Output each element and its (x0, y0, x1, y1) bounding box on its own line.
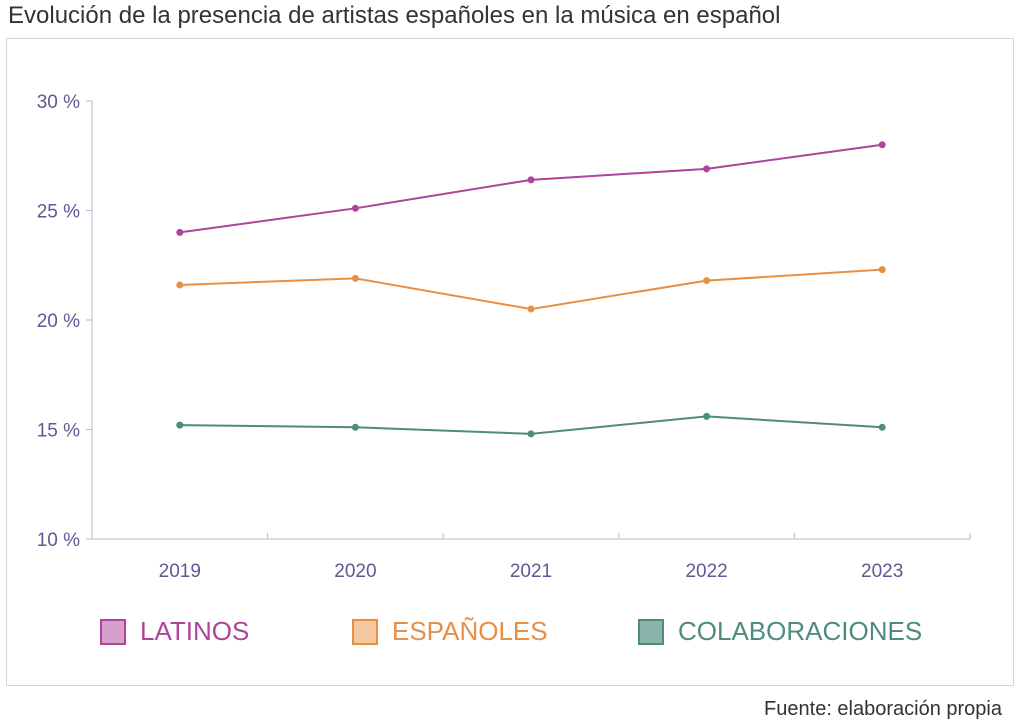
x-axis-ticks: 2019 2020 2021 2022 2023 (159, 533, 971, 582)
y-axis-ticks: 10 % 15 % 20 % 25 % 30 % (37, 92, 92, 551)
x-tick-label: 2023 (861, 561, 903, 582)
data-point-espanoles (527, 305, 535, 313)
legend-item-colaboraciones: COLABORACIONES (638, 616, 922, 647)
data-point-latinos (878, 141, 886, 149)
legend-label: COLABORACIONES (678, 616, 923, 646)
data-point-espanoles (703, 277, 711, 285)
legend-swatch (352, 618, 378, 645)
legend-swatch (638, 618, 664, 645)
x-tick-label: 2019 (159, 561, 201, 582)
data-point-latinos (703, 165, 711, 173)
data-point-espanoles (351, 274, 359, 282)
y-tick-label: 20 % (37, 311, 80, 332)
y-tick-label: 15 % (37, 421, 80, 442)
legend-label: LATINOS (140, 616, 250, 646)
legend-swatch (100, 618, 126, 645)
data-point-latinos (351, 204, 359, 212)
x-tick-label: 2021 (510, 561, 552, 582)
axes (91, 101, 970, 540)
data-point-colaboraciones (351, 423, 359, 431)
series-lines (176, 141, 886, 438)
data-point-colaboraciones (703, 412, 711, 420)
data-point-latinos (527, 176, 535, 184)
y-tick-label: 30 % (37, 92, 80, 113)
chart-title: Evolución de la presencia de artistas es… (8, 2, 781, 29)
source-note: Fuente: elaboración propia (764, 698, 1002, 720)
data-point-colaboraciones (878, 423, 886, 431)
data-point-colaboraciones (176, 421, 184, 429)
data-point-espanoles (176, 281, 184, 289)
x-tick-label: 2022 (685, 561, 727, 582)
legend-item-espanoles: ESPAÑOLES (352, 616, 548, 647)
y-tick-label: 10 % (37, 530, 80, 551)
legend-label: ESPAÑOLES (392, 616, 548, 646)
series-line-latinos (179, 143, 883, 234)
data-point-espanoles (878, 266, 886, 274)
series-line-espanoles (179, 268, 883, 311)
data-point-colaboraciones (527, 430, 535, 438)
y-tick-label: 25 % (37, 202, 80, 223)
data-point-latinos (176, 228, 184, 236)
chart-frame (6, 38, 1014, 686)
x-tick-label: 2020 (334, 561, 376, 582)
legend-item-latinos: LATINOS (100, 616, 249, 647)
